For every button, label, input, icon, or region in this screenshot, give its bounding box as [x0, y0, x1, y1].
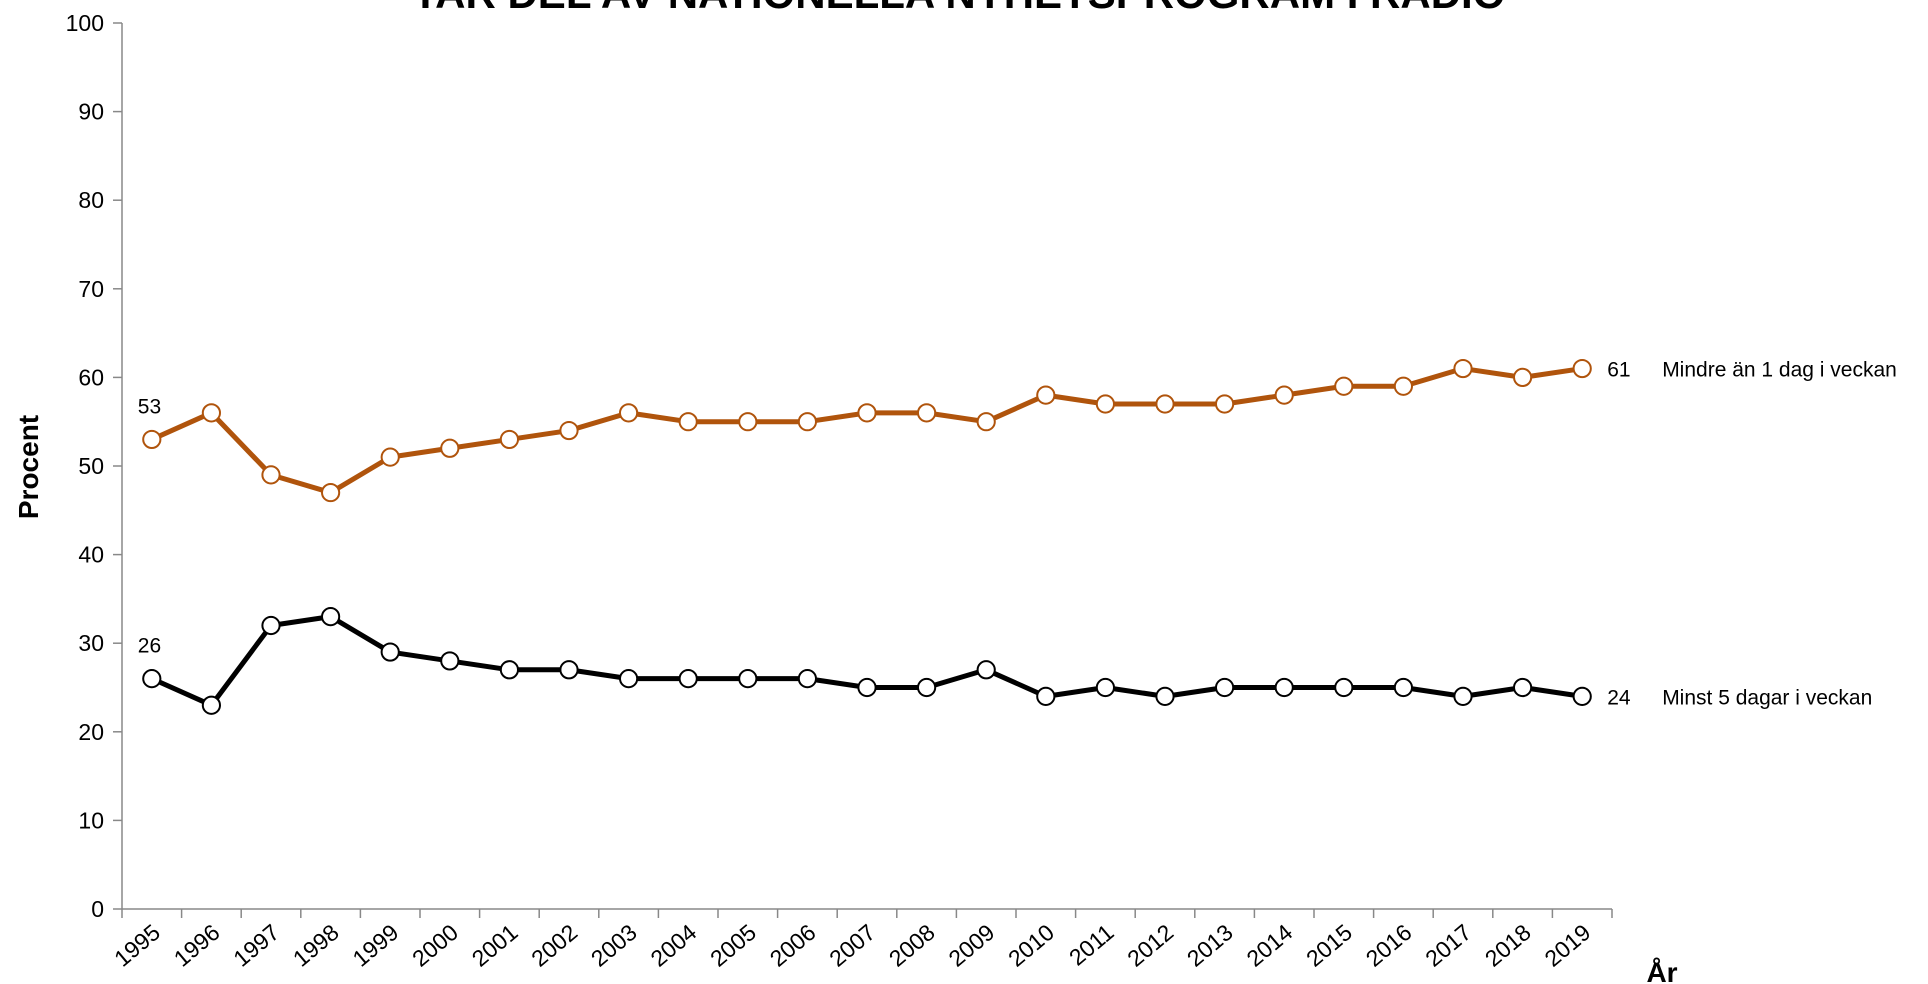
- x-tick-label: 2008: [884, 919, 940, 972]
- marker: [1155, 686, 1175, 706]
- x-tick-label: 2017: [1420, 919, 1476, 972]
- y-tick-label: 10: [78, 807, 104, 833]
- y-tick-label: 0: [91, 896, 104, 922]
- marker: [619, 403, 639, 423]
- marker: [559, 660, 579, 680]
- marker: [1453, 686, 1473, 706]
- x-tick-label: 2011: [1064, 919, 1119, 971]
- x-tick-label: 2016: [1361, 919, 1417, 972]
- marker: [142, 669, 162, 689]
- series-line: [150, 366, 1583, 496]
- x-tick-label: 2004: [646, 919, 702, 972]
- marker: [1215, 394, 1235, 414]
- data-label: 24: [1607, 686, 1631, 709]
- marker: [499, 660, 519, 680]
- marker: [1393, 677, 1414, 698]
- marker: [1036, 686, 1056, 706]
- y-tick-label: 20: [78, 719, 104, 745]
- marker: [917, 403, 937, 423]
- marker: [1215, 677, 1235, 698]
- marker: [440, 438, 460, 458]
- x-tick-label: 2006: [765, 919, 821, 972]
- marker: [1393, 376, 1414, 396]
- marker: [1155, 394, 1175, 414]
- marker: [1095, 677, 1116, 698]
- marker: [1453, 358, 1473, 379]
- x-tick-label: 1996: [169, 919, 225, 972]
- marker: [738, 412, 758, 432]
- marker: [976, 660, 996, 680]
- y-tick-label: 60: [78, 364, 104, 390]
- marker: [1572, 358, 1592, 379]
- x-tick-label: 2003: [586, 919, 642, 972]
- x-tick-label: 2018: [1480, 919, 1536, 972]
- x-tick-label: 2002: [526, 919, 582, 972]
- x-tick-label: 1999: [348, 919, 404, 972]
- marker: [797, 412, 818, 432]
- y-tick-label: 80: [78, 187, 104, 213]
- marker: [201, 403, 221, 423]
- x-tick-label: 2010: [1003, 919, 1059, 972]
- y-tick-label: 100: [66, 10, 104, 36]
- y-tick-label: 70: [78, 276, 104, 302]
- marker: [440, 651, 460, 671]
- marker: [559, 420, 579, 441]
- x-tick-label: 2013: [1182, 919, 1238, 972]
- data-label: 53: [138, 395, 161, 418]
- y-tick-label: 50: [78, 453, 104, 479]
- marker: [976, 412, 996, 432]
- marker: [142, 429, 162, 450]
- y-tick-label: 40: [78, 542, 104, 568]
- x-tick-label: 2007: [824, 919, 880, 972]
- marker: [261, 615, 281, 636]
- marker: [619, 669, 639, 689]
- x-tick-label: 2014: [1242, 919, 1298, 972]
- marker: [1036, 385, 1056, 405]
- marker: [857, 403, 877, 423]
- y-axis-label: Procent: [13, 415, 44, 519]
- x-tick-label: 2001: [467, 919, 523, 972]
- x-tick-label: 2015: [1301, 919, 1357, 972]
- marker: [1334, 376, 1354, 396]
- x-tick-label: 2000: [407, 919, 463, 972]
- marker: [797, 669, 818, 689]
- marker: [380, 447, 400, 467]
- x-tick-label: 1995: [109, 919, 165, 972]
- data-label: 26: [138, 635, 161, 658]
- marker: [1274, 677, 1294, 698]
- marker: [1274, 385, 1294, 405]
- y-tick-label: 90: [78, 99, 104, 125]
- series-name: Mindre än 1 dag i veckan: [1662, 359, 1897, 382]
- series-name: Minst 5 dagar i veckan: [1662, 686, 1872, 709]
- y-tick-label: 30: [78, 630, 104, 656]
- marker: [380, 642, 400, 662]
- marker: [321, 607, 341, 627]
- chart-title: TAR DEL AV NATIONELLA NYHETSPROGRAM I RA…: [413, 0, 1506, 17]
- marker: [738, 669, 758, 689]
- marker: [261, 465, 281, 485]
- marker: [917, 677, 937, 698]
- marker: [1513, 677, 1533, 698]
- x-tick-label: 2009: [944, 919, 1000, 972]
- x-tick-label: 2005: [705, 919, 761, 972]
- marker: [857, 677, 877, 698]
- marker: [1334, 677, 1354, 698]
- marker: [678, 669, 698, 689]
- marker: [1572, 686, 1592, 706]
- marker: [678, 412, 698, 432]
- x-tick-label: 1997: [228, 919, 284, 972]
- x-tick-label: 1998: [288, 919, 344, 972]
- marker: [1095, 394, 1116, 414]
- x-tick-label: 2012: [1122, 919, 1178, 972]
- marker: [201, 695, 221, 715]
- marker: [1513, 367, 1533, 387]
- marker: [321, 482, 341, 503]
- marker: [499, 429, 519, 450]
- data-label: 61: [1607, 359, 1630, 382]
- x-axis-label: År: [1646, 957, 1677, 984]
- x-tick-label: 2019: [1540, 919, 1596, 972]
